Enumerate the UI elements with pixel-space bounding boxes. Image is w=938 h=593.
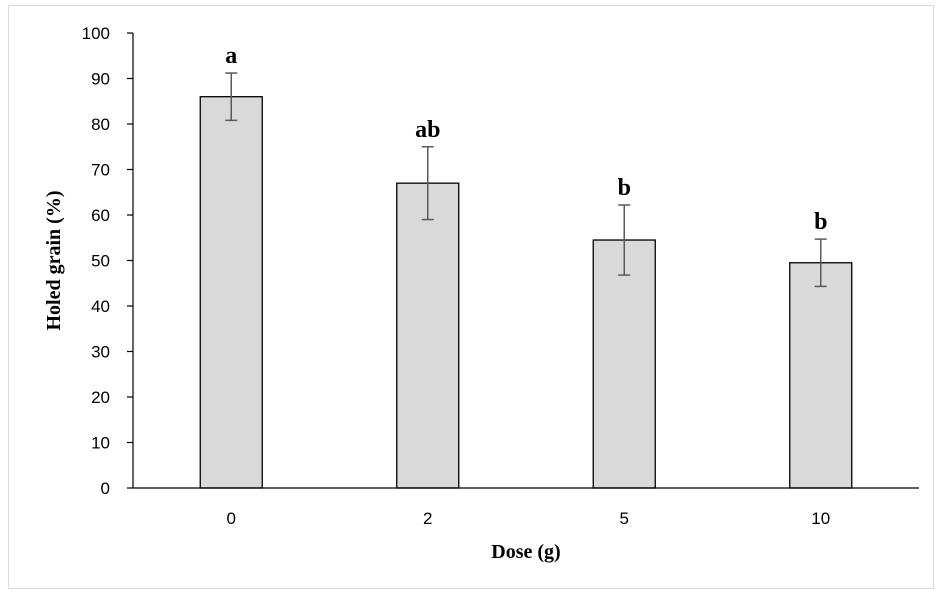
y-tick-label: 20 — [91, 388, 110, 407]
bar-dose-0 — [199, 96, 263, 489]
significance-labels-group: a ab b b — [225, 43, 827, 235]
y-tick-label: 30 — [91, 343, 110, 362]
y-tick-label: 10 — [91, 434, 110, 453]
x-axis-title: Dose (g) — [491, 541, 560, 563]
significance-label-0: a — [225, 43, 237, 69]
chart-frame — [8, 5, 934, 589]
y-axis-ticks: 0 10 20 30 40 50 60 70 80 90 100 — [82, 24, 133, 498]
bar-dose-2 — [396, 182, 460, 489]
bar-dose-10 — [789, 262, 853, 489]
x-tick-label: 5 — [620, 509, 629, 528]
bar-dose-5 — [592, 239, 656, 489]
x-axis-ticks: 0 2 5 10 — [227, 509, 831, 528]
y-tick-label: 40 — [91, 297, 110, 316]
x-tick-label: 10 — [811, 509, 830, 528]
y-tick-label: 70 — [91, 161, 110, 180]
y-tick-label: 80 — [91, 115, 110, 134]
bars-group — [199, 96, 853, 489]
significance-label-5: b — [618, 175, 631, 201]
significance-label-10: b — [814, 209, 827, 235]
y-tick-label: 100 — [82, 24, 110, 43]
y-axis-title: Holed grain (%) — [43, 191, 65, 331]
y-tick-label: 60 — [91, 206, 110, 225]
significance-label-2: ab — [415, 117, 440, 143]
error-bars-group — [225, 72, 827, 288]
x-tick-label: 2 — [423, 509, 432, 528]
y-tick-label: 90 — [91, 70, 110, 89]
x-tick-label: 0 — [227, 509, 236, 528]
y-tick-label: 50 — [91, 252, 110, 271]
y-tick-label: 0 — [101, 479, 110, 498]
